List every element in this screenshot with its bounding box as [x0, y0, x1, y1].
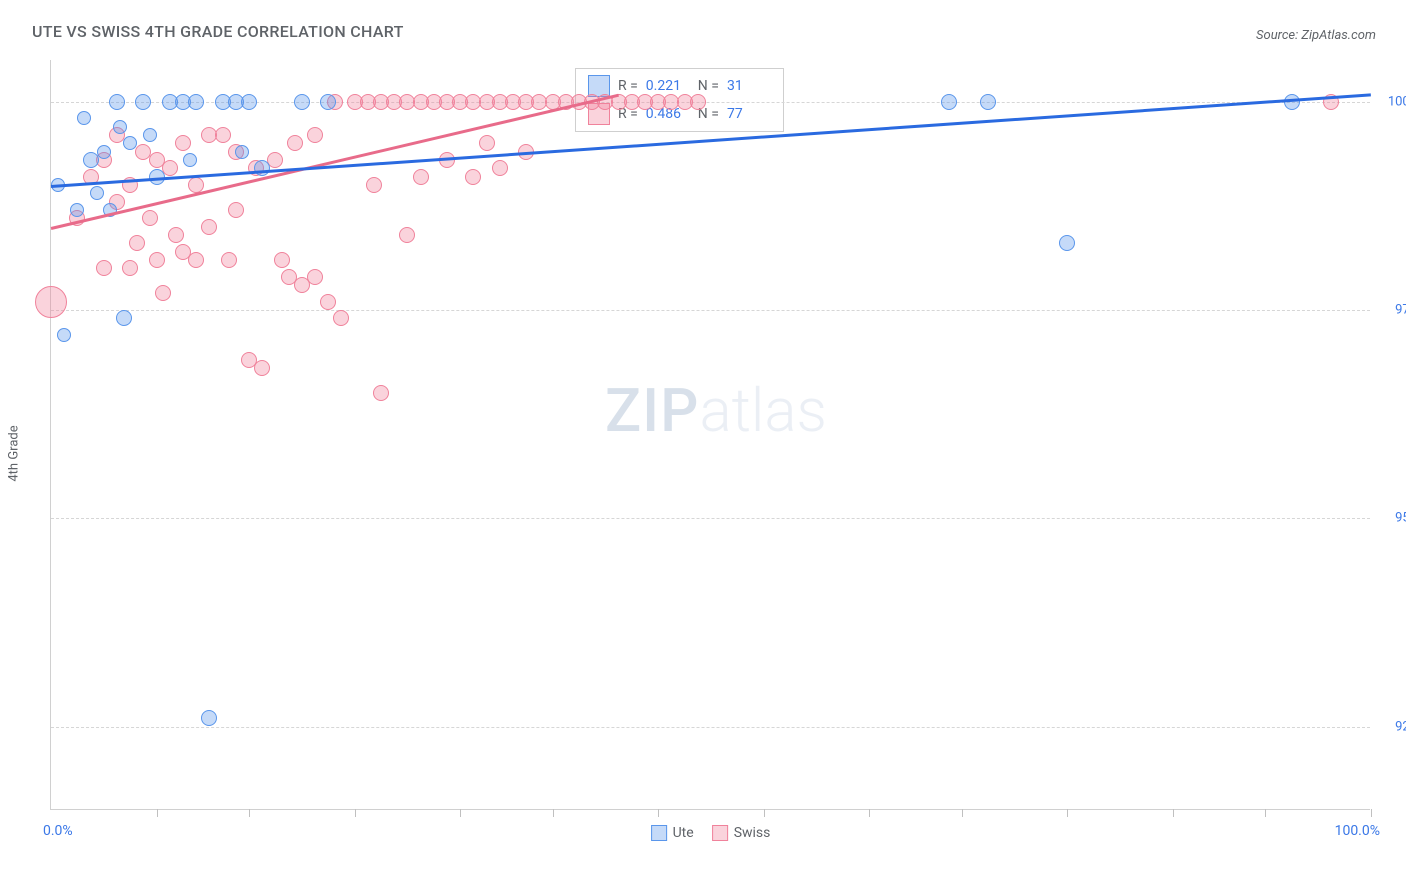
data-point-swiss [168, 227, 184, 243]
data-point-ute [143, 128, 157, 142]
x-axis-min-label: 0.0% [43, 823, 73, 839]
data-point-swiss [221, 252, 237, 268]
data-point-swiss [399, 227, 415, 243]
data-point-swiss [188, 252, 204, 268]
y-axis-label: 4th Grade [7, 425, 22, 481]
data-point-ute [235, 145, 249, 159]
data-point-ute [1059, 235, 1075, 251]
x-tick [1067, 809, 1068, 817]
series-legend-label: Ute [673, 825, 694, 841]
data-point-swiss [287, 135, 303, 151]
x-tick [553, 809, 554, 817]
source-attribution: Source: ZipAtlas.com [1256, 28, 1376, 43]
data-point-ute [83, 152, 99, 168]
legend-r-value: 0.221 [646, 78, 690, 94]
data-point-swiss [175, 135, 191, 151]
data-point-ute [109, 94, 125, 110]
data-point-ute [941, 94, 957, 110]
data-point-swiss [155, 285, 171, 301]
data-point-swiss [413, 169, 429, 185]
plot-area: ZIPatlas R =0.221N =31R =0.486N =77 UteS… [50, 60, 1370, 810]
x-tick [460, 809, 461, 817]
series-legend-item: Ute [651, 825, 694, 841]
data-point-swiss [254, 360, 270, 376]
watermark-zip: ZIP [605, 375, 699, 446]
x-tick [1173, 809, 1174, 817]
legend-n-label: N = [698, 78, 719, 94]
data-point-ute [123, 136, 137, 150]
x-tick [658, 809, 659, 817]
data-point-ute [201, 710, 217, 726]
data-point-swiss [129, 235, 145, 251]
data-point-ute [241, 94, 257, 110]
watermark: ZIPatlas [605, 375, 827, 446]
data-point-ute [90, 186, 104, 200]
data-point-ute [294, 94, 310, 110]
x-tick [1371, 809, 1372, 817]
data-point-swiss [215, 127, 231, 143]
data-point-swiss [201, 219, 217, 235]
watermark-atlas: atlas [699, 375, 827, 446]
data-point-ute [254, 160, 270, 176]
data-point-swiss [149, 252, 165, 268]
data-point-swiss [228, 202, 244, 218]
legend-n-value: 31 [727, 78, 771, 94]
data-point-swiss [307, 127, 323, 143]
data-point-swiss [465, 169, 481, 185]
legend-n-value: 77 [727, 106, 771, 122]
x-tick [157, 809, 158, 817]
data-point-swiss [366, 177, 382, 193]
gridline-h [51, 310, 1370, 311]
x-axis-max-label: 100.0% [1335, 823, 1380, 839]
data-point-swiss [307, 269, 323, 285]
x-tick [764, 809, 765, 817]
data-point-ute [97, 145, 111, 159]
x-tick [1265, 809, 1266, 817]
x-tick [355, 809, 356, 817]
data-point-swiss [373, 385, 389, 401]
y-tick-label: 97.5% [1375, 303, 1406, 318]
legend-swatch [651, 825, 667, 841]
data-point-ute [113, 120, 127, 134]
data-point-swiss [320, 294, 336, 310]
data-point-ute [135, 94, 151, 110]
legend-swatch [712, 825, 728, 841]
chart-title: UTE VS SWISS 4TH GRADE CORRELATION CHART [32, 22, 404, 41]
data-point-swiss [274, 252, 290, 268]
series-legend: Ute Swiss [651, 825, 771, 841]
data-point-swiss [690, 94, 706, 110]
y-tick-label: 92.5% [1375, 719, 1406, 734]
data-point-ute [116, 310, 132, 326]
data-point-swiss [479, 135, 495, 151]
x-tick [962, 809, 963, 817]
data-point-ute [70, 203, 84, 217]
trend-line [51, 93, 619, 229]
series-legend-item: Swiss [712, 825, 771, 841]
data-point-swiss [142, 210, 158, 226]
data-point-swiss [492, 160, 508, 176]
data-point-swiss [35, 286, 67, 318]
gridline-h [51, 518, 1370, 519]
gridline-h [51, 727, 1370, 728]
legend-r-label: R = [618, 78, 638, 94]
series-legend-label: Swiss [734, 825, 771, 841]
data-point-ute [320, 94, 336, 110]
y-tick-label: 95.0% [1375, 511, 1406, 526]
data-point-swiss [333, 310, 349, 326]
data-point-swiss [122, 260, 138, 276]
y-tick-label: 100.0% [1375, 94, 1406, 109]
data-point-ute [188, 94, 204, 110]
data-point-ute [183, 153, 197, 167]
x-tick [249, 809, 250, 817]
data-point-ute [57, 328, 71, 342]
data-point-swiss [96, 260, 112, 276]
data-point-ute [77, 111, 91, 125]
x-tick [869, 809, 870, 817]
data-point-ute [980, 94, 996, 110]
